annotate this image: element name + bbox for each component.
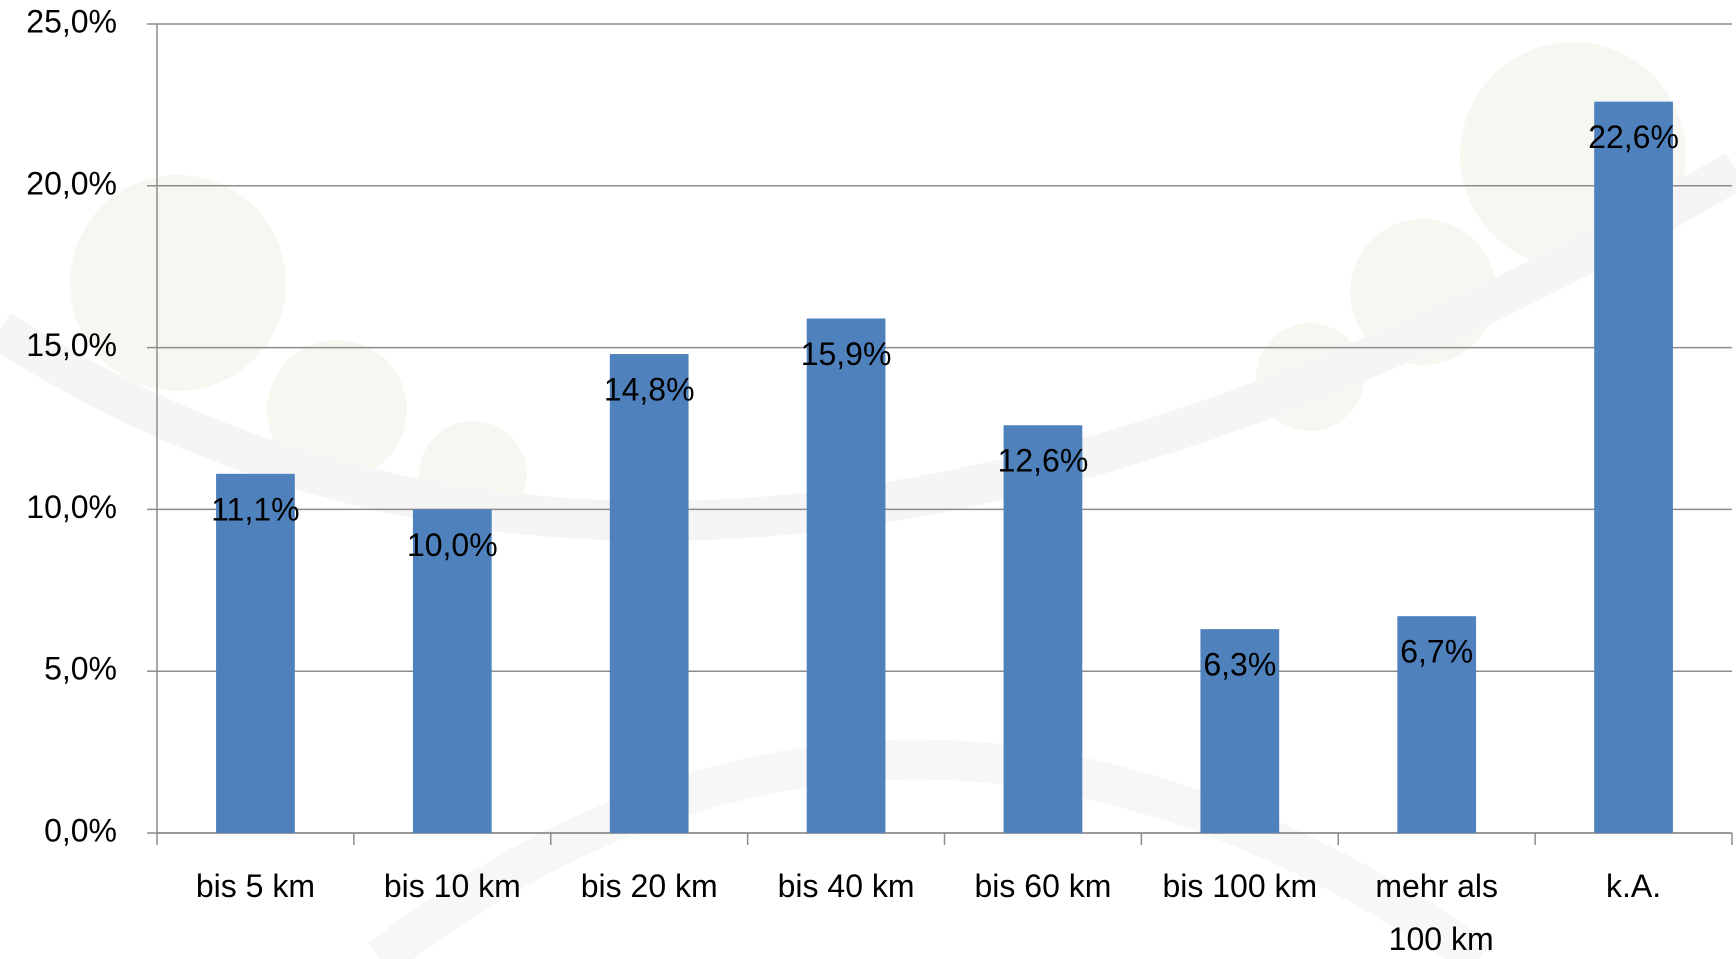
bar [412, 509, 492, 833]
x-tick-label: k.A. [1606, 868, 1661, 904]
value-label: 22,6% [1588, 119, 1679, 155]
bar [216, 473, 295, 833]
y-tick-label: 5,0% [44, 651, 117, 687]
y-tick-label: 0,0% [44, 812, 117, 848]
x-tick-label: bis 5 km [196, 868, 315, 904]
value-label: 12,6% [998, 443, 1089, 479]
y-tick-label: 25,0% [26, 3, 117, 39]
value-label: 11,1% [211, 491, 299, 527]
bar [1003, 425, 1083, 833]
value-label: 15,9% [801, 336, 892, 372]
bar [609, 354, 689, 833]
x-tick-label: mehr als 100 km [1375, 868, 1498, 957]
y-tick-label: 15,0% [26, 327, 117, 363]
bar [1594, 101, 1673, 833]
y-tick-label: 20,0% [26, 165, 117, 201]
value-label: 10,0% [407, 527, 498, 563]
value-label: 6,3% [1203, 647, 1276, 683]
x-tick-label: bis 10 km [384, 868, 521, 904]
x-tick-label: bis 100 km [1162, 868, 1317, 904]
bar [1397, 616, 1477, 833]
y-tick-label: 10,0% [26, 489, 117, 525]
x-tick-label: bis 40 km [778, 868, 915, 904]
x-tick-label: bis 60 km [974, 868, 1111, 904]
x-tick-label: bis 20 km [581, 868, 718, 904]
bar [1200, 629, 1280, 833]
bar [806, 318, 886, 833]
value-label: 14,8% [604, 372, 695, 408]
value-label: 6,7% [1400, 634, 1473, 670]
